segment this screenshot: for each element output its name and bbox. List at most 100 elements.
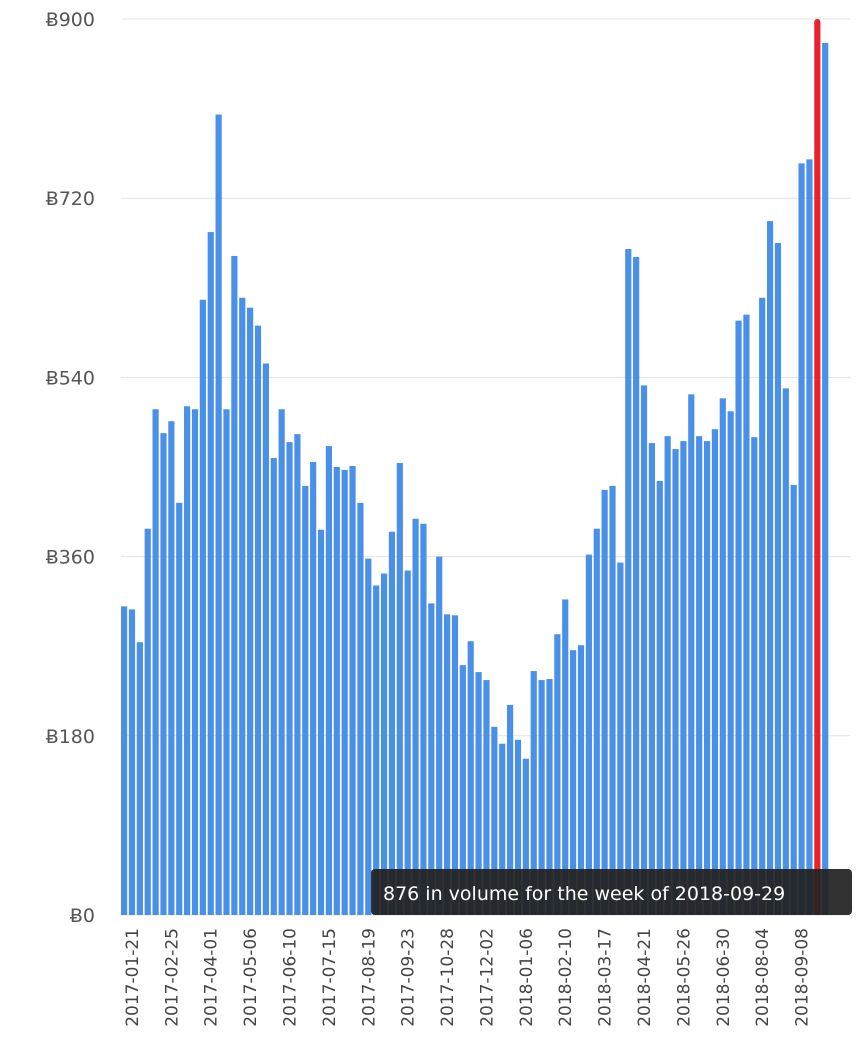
y-tick-label: Ƀ360 [46,547,95,569]
bar[interactable] [357,502,364,915]
y-tick-label: Ƀ900 [46,9,95,31]
bar[interactable] [735,320,742,915]
bar[interactable] [664,436,671,915]
bar[interactable] [317,529,325,915]
bar[interactable] [121,606,128,915]
bar[interactable] [727,411,734,915]
bar[interactable] [412,518,419,915]
bar[interactable] [672,449,679,915]
bar[interactable] [507,704,514,915]
bar[interactable] [380,573,388,915]
bar[interactable] [790,484,797,915]
bar[interactable] [254,325,262,915]
bar[interactable] [239,297,246,915]
bar[interactable] [191,409,199,915]
bar[interactable] [451,615,459,915]
bar[interactable] [538,680,545,915]
bar[interactable] [640,385,648,915]
bar[interactable] [491,726,498,915]
bar[interactable] [459,665,466,915]
bar[interactable] [782,388,789,916]
bar[interactable] [554,634,561,915]
bar[interactable] [601,489,608,915]
bar[interactable] [152,409,159,915]
bar[interactable] [341,469,348,915]
x-tick-label: 2017-01-21 [123,928,143,1027]
bar[interactable] [270,458,277,915]
bar[interactable] [822,42,829,915]
bar[interactable] [609,485,616,915]
bar[interactable] [562,599,569,915]
bar[interactable] [743,314,750,915]
bar[interactable] [373,585,380,915]
bar[interactable] [207,232,214,916]
bar[interactable] [176,502,183,915]
bar[interactable] [719,398,726,915]
bar[interactable] [585,554,592,915]
bar[interactable] [333,467,340,915]
bar[interactable] [766,221,774,916]
bar[interactable] [396,463,403,915]
bar[interactable] [570,650,577,915]
bar[interactable] [278,409,285,915]
x-tick-label: 2017-05-06 [241,928,261,1027]
highlighted-bar[interactable] [814,19,821,915]
bar[interactable] [656,480,663,915]
bar[interactable] [420,523,427,915]
bar[interactable] [310,462,317,915]
bar[interactable] [774,243,782,915]
bar[interactable] [798,163,805,916]
bar[interactable] [499,743,506,915]
bar[interactable] [806,159,813,915]
bar[interactable] [546,679,553,915]
bar[interactable] [514,739,522,915]
bar[interactable] [223,409,230,915]
bar[interactable] [467,641,474,915]
bars [121,19,829,916]
bar[interactable] [365,558,372,915]
bar[interactable] [522,758,529,915]
bar[interactable] [286,442,293,915]
bar[interactable] [625,248,632,916]
bar[interactable] [751,437,758,915]
bar[interactable] [593,528,600,915]
bar[interactable] [199,299,206,915]
bar[interactable] [648,443,655,915]
bar[interactable] [215,114,222,915]
bar[interactable] [688,394,695,915]
bar[interactable] [617,562,624,915]
bar[interactable] [711,429,719,915]
bar[interactable] [428,603,435,915]
bar[interactable] [436,556,443,915]
bar[interactable] [530,671,537,915]
bar[interactable] [231,255,238,915]
bar[interactable] [136,642,143,915]
bar[interactable] [294,434,301,915]
bar[interactable] [680,441,687,915]
bar[interactable] [404,570,411,915]
x-tick-label: 2018-06-30 [714,928,734,1027]
bar[interactable] [388,531,396,915]
bar[interactable] [160,433,167,915]
x-tick-label: 2017-10-28 [438,928,458,1027]
bar[interactable] [475,672,482,915]
bar[interactable] [577,645,585,915]
bar[interactable] [144,528,151,915]
bar[interactable] [247,307,254,916]
y-axis-ticks: Ƀ0 Ƀ180 Ƀ360 Ƀ540 Ƀ720 Ƀ900 [46,9,95,927]
bar[interactable] [128,609,136,915]
bar[interactable] [759,297,766,915]
bar[interactable] [483,680,490,915]
bar[interactable] [302,485,309,915]
bar[interactable] [633,256,640,915]
bar[interactable] [703,441,711,915]
bar[interactable] [184,406,191,915]
bar[interactable] [168,421,175,915]
bar[interactable] [262,363,269,916]
bar[interactable] [349,466,356,915]
bar[interactable] [696,436,703,915]
y-tick-label: Ƀ720 [46,188,95,210]
bar[interactable] [325,446,332,915]
bar[interactable] [443,614,451,915]
x-tick-label: 2018-09-08 [793,928,813,1027]
